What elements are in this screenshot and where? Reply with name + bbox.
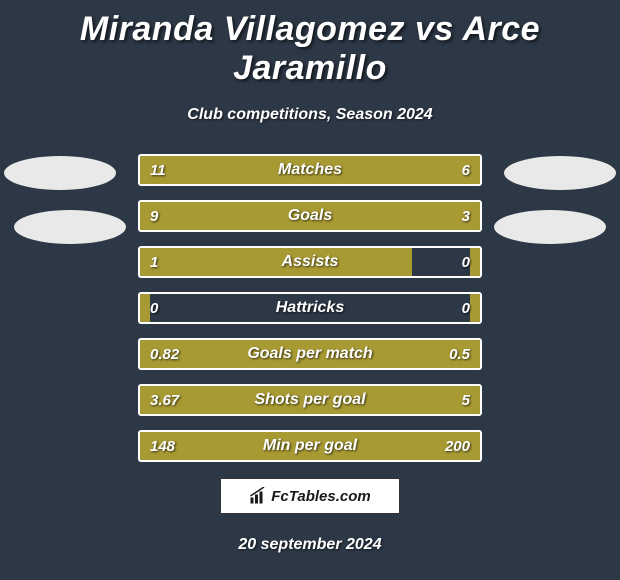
player-right-avatar-bottom — [494, 210, 606, 244]
stat-fill-right — [470, 248, 480, 276]
stats-area: 116Matches93Goals10Assists00Hattricks0.8… — [0, 154, 620, 462]
stat-fill-right — [361, 156, 480, 184]
stat-row: 116Matches — [138, 154, 482, 186]
stat-fill-left — [140, 386, 337, 414]
stat-fill-left — [140, 294, 150, 322]
stat-row: 0.820.5Goals per match — [138, 338, 482, 370]
brand-badge[interactable]: FcTables.com — [220, 478, 400, 514]
player-left-avatar-bottom — [14, 210, 126, 244]
stat-value-right: 0 — [462, 248, 470, 276]
stat-value-right: 0 — [462, 294, 470, 322]
player-right-avatar-top — [504, 156, 616, 190]
chart-icon — [249, 487, 267, 505]
stat-fill-right — [470, 294, 480, 322]
stat-fill-left — [140, 432, 337, 460]
date-text: 20 september 2024 — [0, 536, 620, 554]
stat-fill-right — [395, 202, 480, 230]
stat-fill-left — [140, 202, 395, 230]
subtitle: Club competitions, Season 2024 — [0, 106, 620, 124]
stat-fill-right — [337, 386, 480, 414]
stat-fill-right — [337, 432, 480, 460]
stat-row: 10Assists — [138, 246, 482, 278]
stat-bars-container: 116Matches93Goals10Assists00Hattricks0.8… — [138, 154, 482, 462]
stat-fill-left — [140, 248, 412, 276]
stat-row: 0 0Hattricks — [138, 292, 482, 324]
stat-row: 93Goals — [138, 200, 482, 232]
stat-fill-left — [140, 340, 351, 368]
stat-label: Hattricks — [140, 294, 480, 322]
brand-text: FcTables.com — [271, 488, 370, 505]
page-title: Miranda Villagomez vs Arce Jaramillo — [0, 0, 620, 88]
stat-fill-right — [351, 340, 480, 368]
stat-fill-left — [140, 156, 361, 184]
stat-value-left: 0 — [150, 294, 158, 322]
stat-row: 3.675Shots per goal — [138, 384, 482, 416]
stat-row: 148200Min per goal — [138, 430, 482, 462]
player-left-avatar-top — [4, 156, 116, 190]
